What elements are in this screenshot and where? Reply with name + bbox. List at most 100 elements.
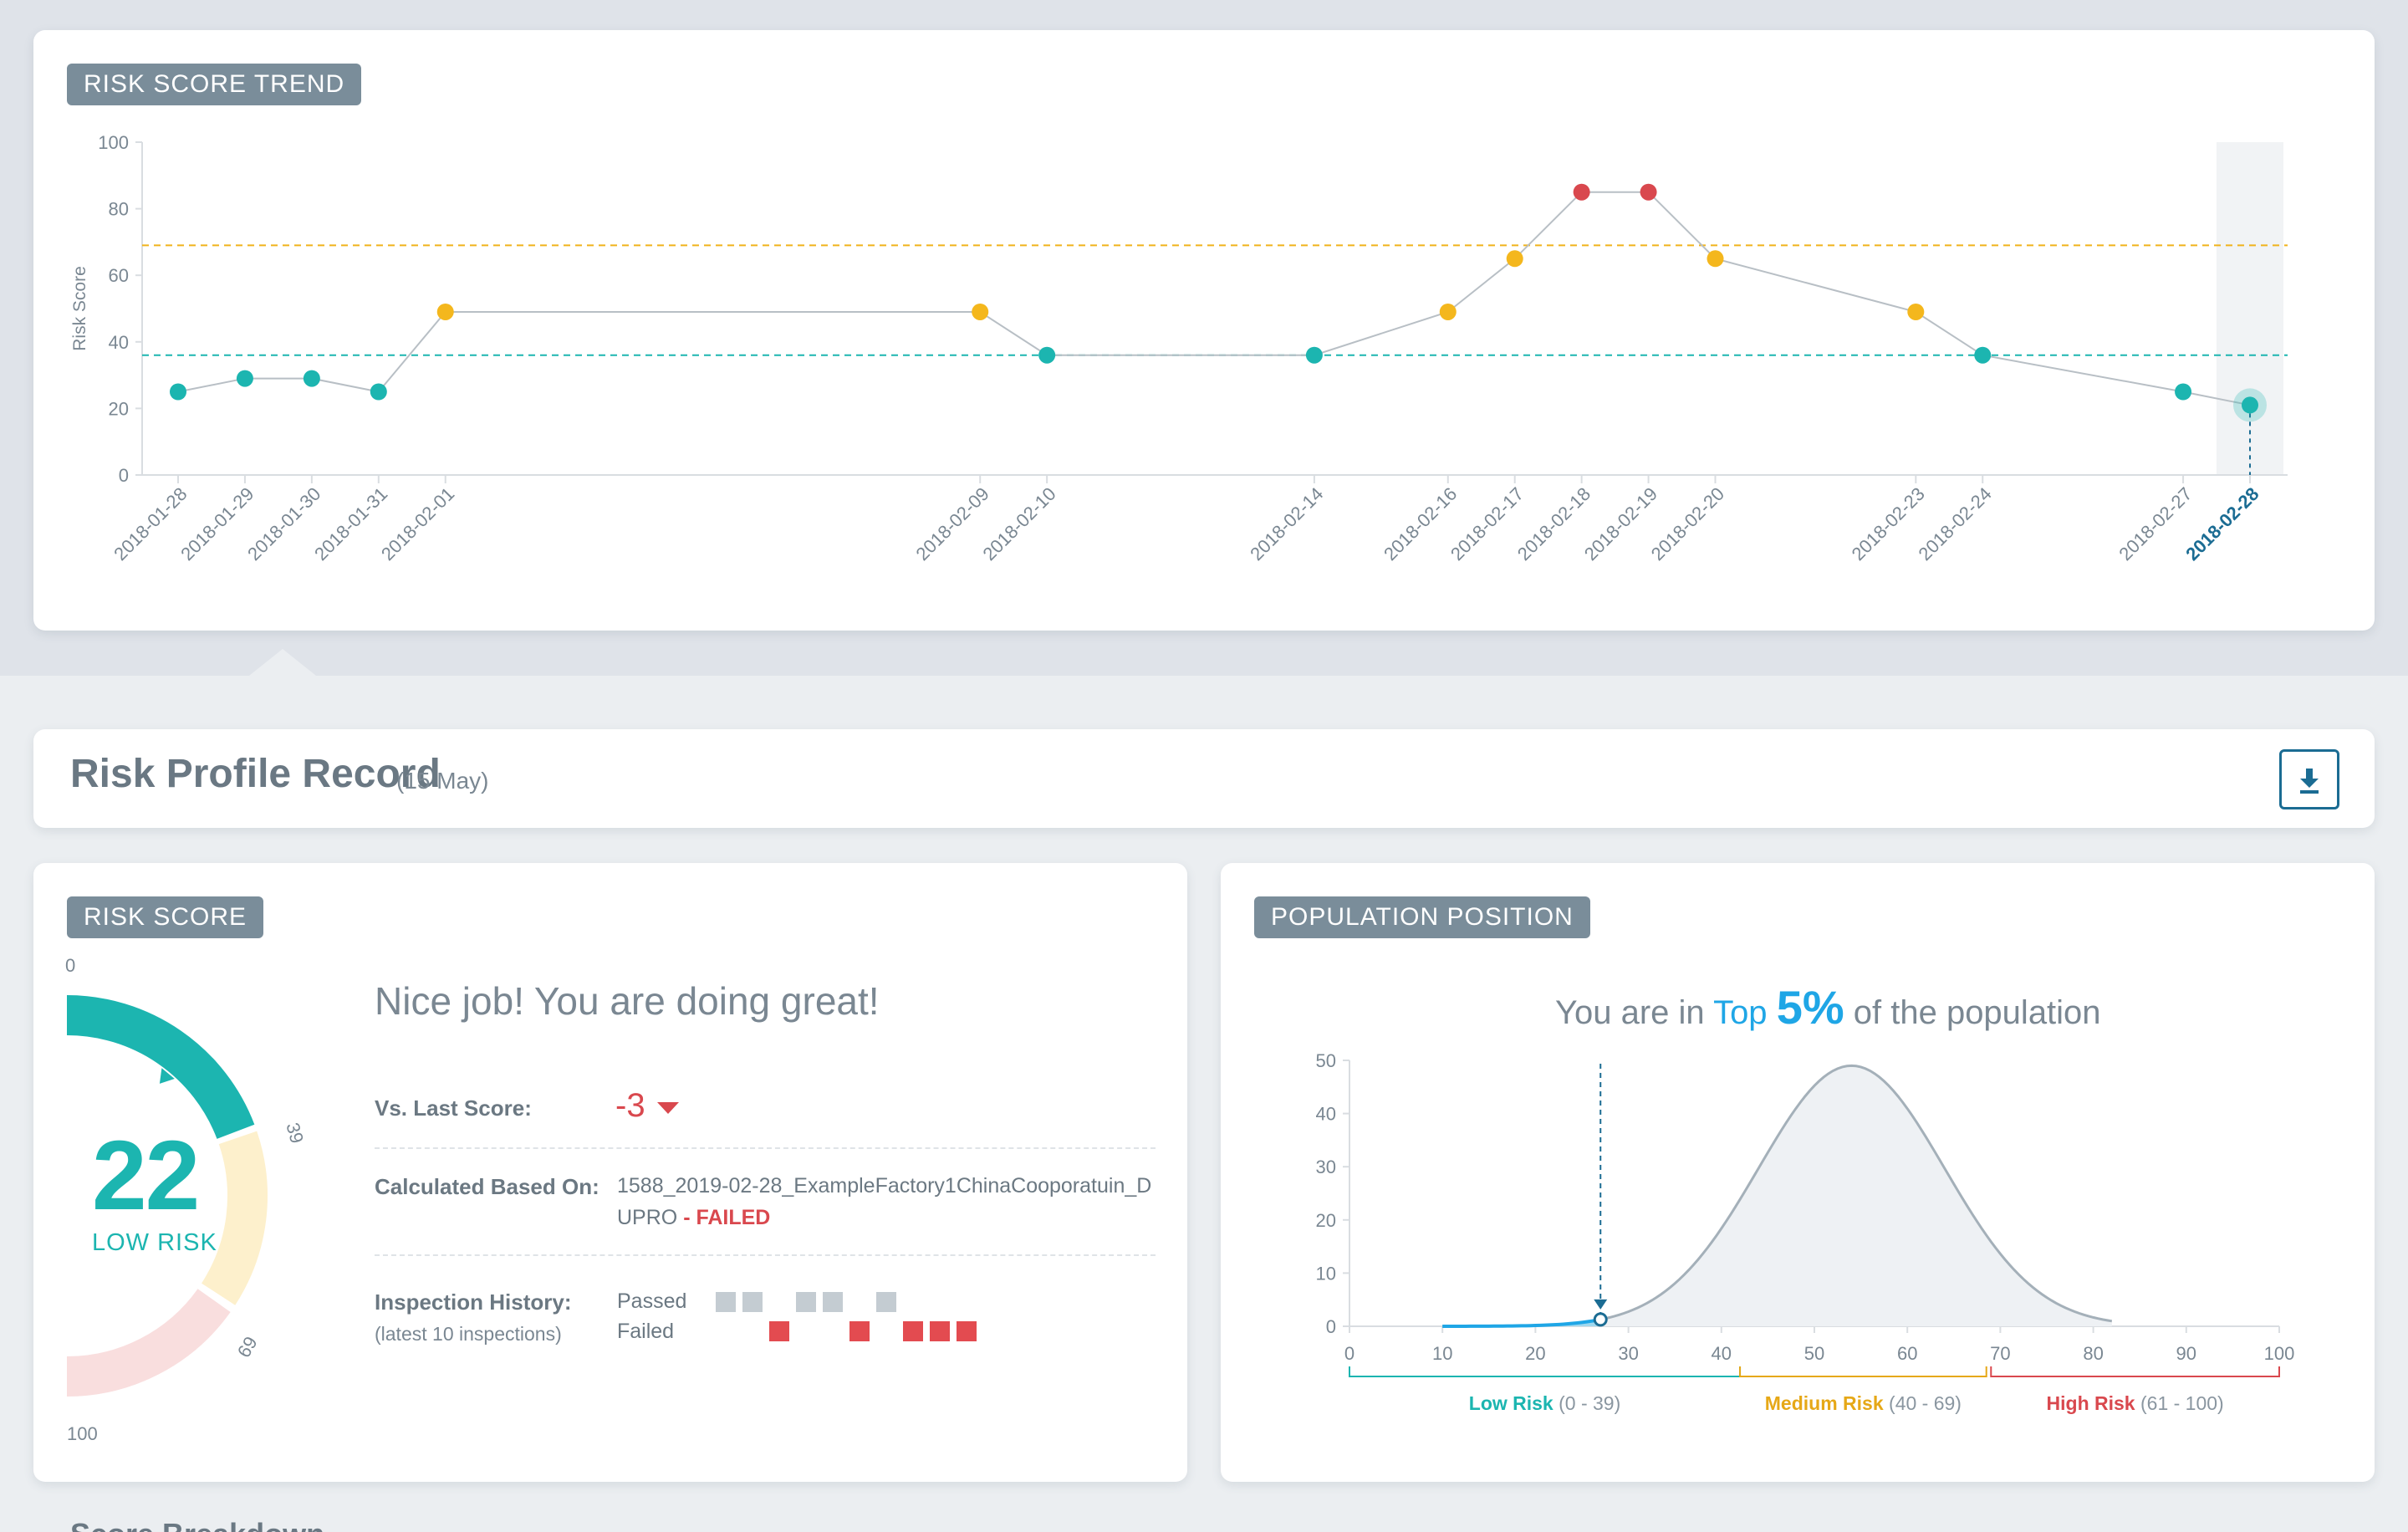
risk-profile-record-date: (15 May): [396, 768, 489, 794]
x-tick-label: 2018-02-10: [978, 483, 1059, 564]
risk-range-label: High Risk (61 - 100): [2047, 1392, 2224, 1414]
population-headline-suffix: of the population: [1853, 994, 2101, 1031]
pop-x-tick-label: 0: [1344, 1343, 1354, 1364]
history-passed-square: [823, 1292, 843, 1312]
y-tick-label: 40: [109, 332, 129, 353]
failed-row-label: Failed: [617, 1320, 675, 1343]
trend-point: [1506, 250, 1523, 268]
risk-level-label: LOW RISK: [92, 1229, 217, 1256]
gauge-segment-low: [66, 995, 255, 1140]
risk-profile-record-title: Risk Profile Record: [70, 752, 441, 796]
section-pointer: [249, 649, 316, 676]
trend-point: [436, 303, 454, 320]
pop-y-tick-label: 10: [1316, 1263, 1336, 1284]
history-failed-square: [769, 1321, 789, 1341]
history-failed-square: [930, 1321, 950, 1341]
trend-point: [2242, 396, 2258, 414]
risk-range-bracket: [1349, 1366, 1742, 1377]
x-tick-label: 2018-02-24: [1915, 483, 1996, 564]
x-tick-label: 2018-02-28: [2181, 483, 2263, 564]
pop-x-tick-label: 10: [1432, 1343, 1452, 1364]
inspection-history-sublabel: (latest 10 inspections): [375, 1323, 562, 1345]
risk-range-name: Medium Risk: [1765, 1392, 1889, 1414]
population-headline-top: Top: [1713, 994, 1768, 1031]
vs-last-score-label: Vs. Last Score:: [375, 1095, 532, 1121]
trend-point: [1038, 346, 1056, 364]
risk-range-name: Low Risk: [1469, 1392, 1559, 1414]
separator-2: [375, 1254, 1156, 1256]
trend-point: [236, 370, 253, 387]
risk-score-card: RISK SCORE: [33, 863, 1187, 1482]
pop-y-tick-label: 0: [1326, 1316, 1336, 1337]
pop-x-tick-label: 80: [2083, 1343, 2103, 1364]
risk-range-label: Low Risk (0 - 39): [1469, 1392, 1621, 1414]
inspection-status-failed: - FAILED: [683, 1206, 771, 1229]
pop-x-tick-label: 50: [1804, 1343, 1824, 1364]
y-tick-label: 20: [109, 398, 129, 419]
trend-point: [1573, 183, 1590, 201]
pop-x-tick-label: 30: [1618, 1343, 1638, 1364]
distribution-area: [1442, 1065, 2112, 1326]
trend-point: [972, 303, 989, 320]
risk-range-name: High Risk: [2047, 1392, 2140, 1414]
trend-point: [303, 370, 320, 387]
pop-x-tick-label: 100: [2264, 1343, 2295, 1364]
pop-x-tick-label: 70: [1990, 1343, 2010, 1364]
risk-range-values: (0 - 39): [1559, 1392, 1620, 1414]
position-marker-point: [1593, 1312, 1608, 1327]
separator-1: [375, 1147, 1156, 1149]
history-failed-square: [849, 1321, 870, 1341]
trend-point: [1439, 303, 1457, 320]
risk-range-values: (61 - 100): [2140, 1392, 2224, 1414]
x-tick-label: 2018-02-01: [377, 483, 458, 564]
history-passed-square: [796, 1292, 816, 1312]
trend-point: [370, 383, 387, 401]
calculated-based-on-label: Calculated Based On:: [375, 1174, 599, 1199]
decrease-arrow-icon: [657, 1102, 679, 1114]
x-tick-label: 2018-02-20: [1647, 483, 1728, 564]
trend-point: [2175, 383, 2192, 401]
trend-point: [1707, 250, 1724, 268]
risk-range-bracket: [1739, 1366, 1987, 1377]
pop-x-tick-label: 90: [2176, 1343, 2196, 1364]
trend-point: [170, 383, 186, 401]
position-curve: [1442, 1317, 1601, 1328]
y-tick-label: 100: [98, 132, 129, 153]
position-marker-arrow: [1594, 1299, 1608, 1310]
pop-x-tick-label: 40: [1712, 1343, 1732, 1364]
gauge-tick-end: 100: [67, 1423, 98, 1444]
gauge-tick-start: 0: [65, 955, 76, 976]
y-tick-label: 80: [109, 199, 129, 220]
calculated-file-suffix: UPRO: [617, 1206, 678, 1229]
inspection-history-label: Inspection History:: [375, 1289, 572, 1315]
gauge-marker: [159, 1068, 175, 1084]
population-distribution-chart: 0 10 20 30 40 50 0 10 20 30 40 50 60 70 80 90 100 Low Ris…: [1316, 1050, 2295, 1414]
risk-range-bracket: [1990, 1366, 2280, 1377]
calculated-based-on-file-cont: UPRO - FAILED: [617, 1206, 770, 1230]
history-passed-square: [742, 1292, 763, 1312]
download-button[interactable]: [2279, 749, 2339, 809]
trend-point: [1305, 346, 1323, 364]
risk-range-values: (40 - 69): [1889, 1392, 1962, 1414]
pop-y-tick-label: 50: [1316, 1050, 1336, 1071]
download-icon: [2300, 769, 2319, 794]
population-position-title: POPULATION POSITION: [1254, 896, 1590, 938]
y-tick-label: 0: [119, 465, 129, 486]
y-tick-label: 60: [109, 265, 129, 286]
risk-range-label: Medium Risk (40 - 69): [1765, 1392, 1962, 1414]
x-tick-label: 2018-02-14: [1246, 483, 1327, 564]
y-axis-label: Risk Score: [70, 266, 89, 351]
pop-y-tick-label: 20: [1316, 1210, 1336, 1231]
risk-score-value: 22: [92, 1121, 200, 1231]
trend-point: [1907, 303, 1925, 320]
population-headline: You are in Top 5% of the population: [1555, 980, 2101, 1034]
population-headline-prefix: You are in: [1555, 994, 1705, 1031]
pop-y-tick-label: 30: [1316, 1157, 1336, 1177]
trend-point: [1974, 346, 1992, 364]
pop-x-tick-label: 60: [1897, 1343, 1917, 1364]
population-headline-percent: 5%: [1776, 981, 1844, 1034]
risk-score-gauge: [66, 995, 268, 1397]
highlight-band: [2217, 142, 2283, 475]
history-failed-square: [903, 1321, 923, 1341]
